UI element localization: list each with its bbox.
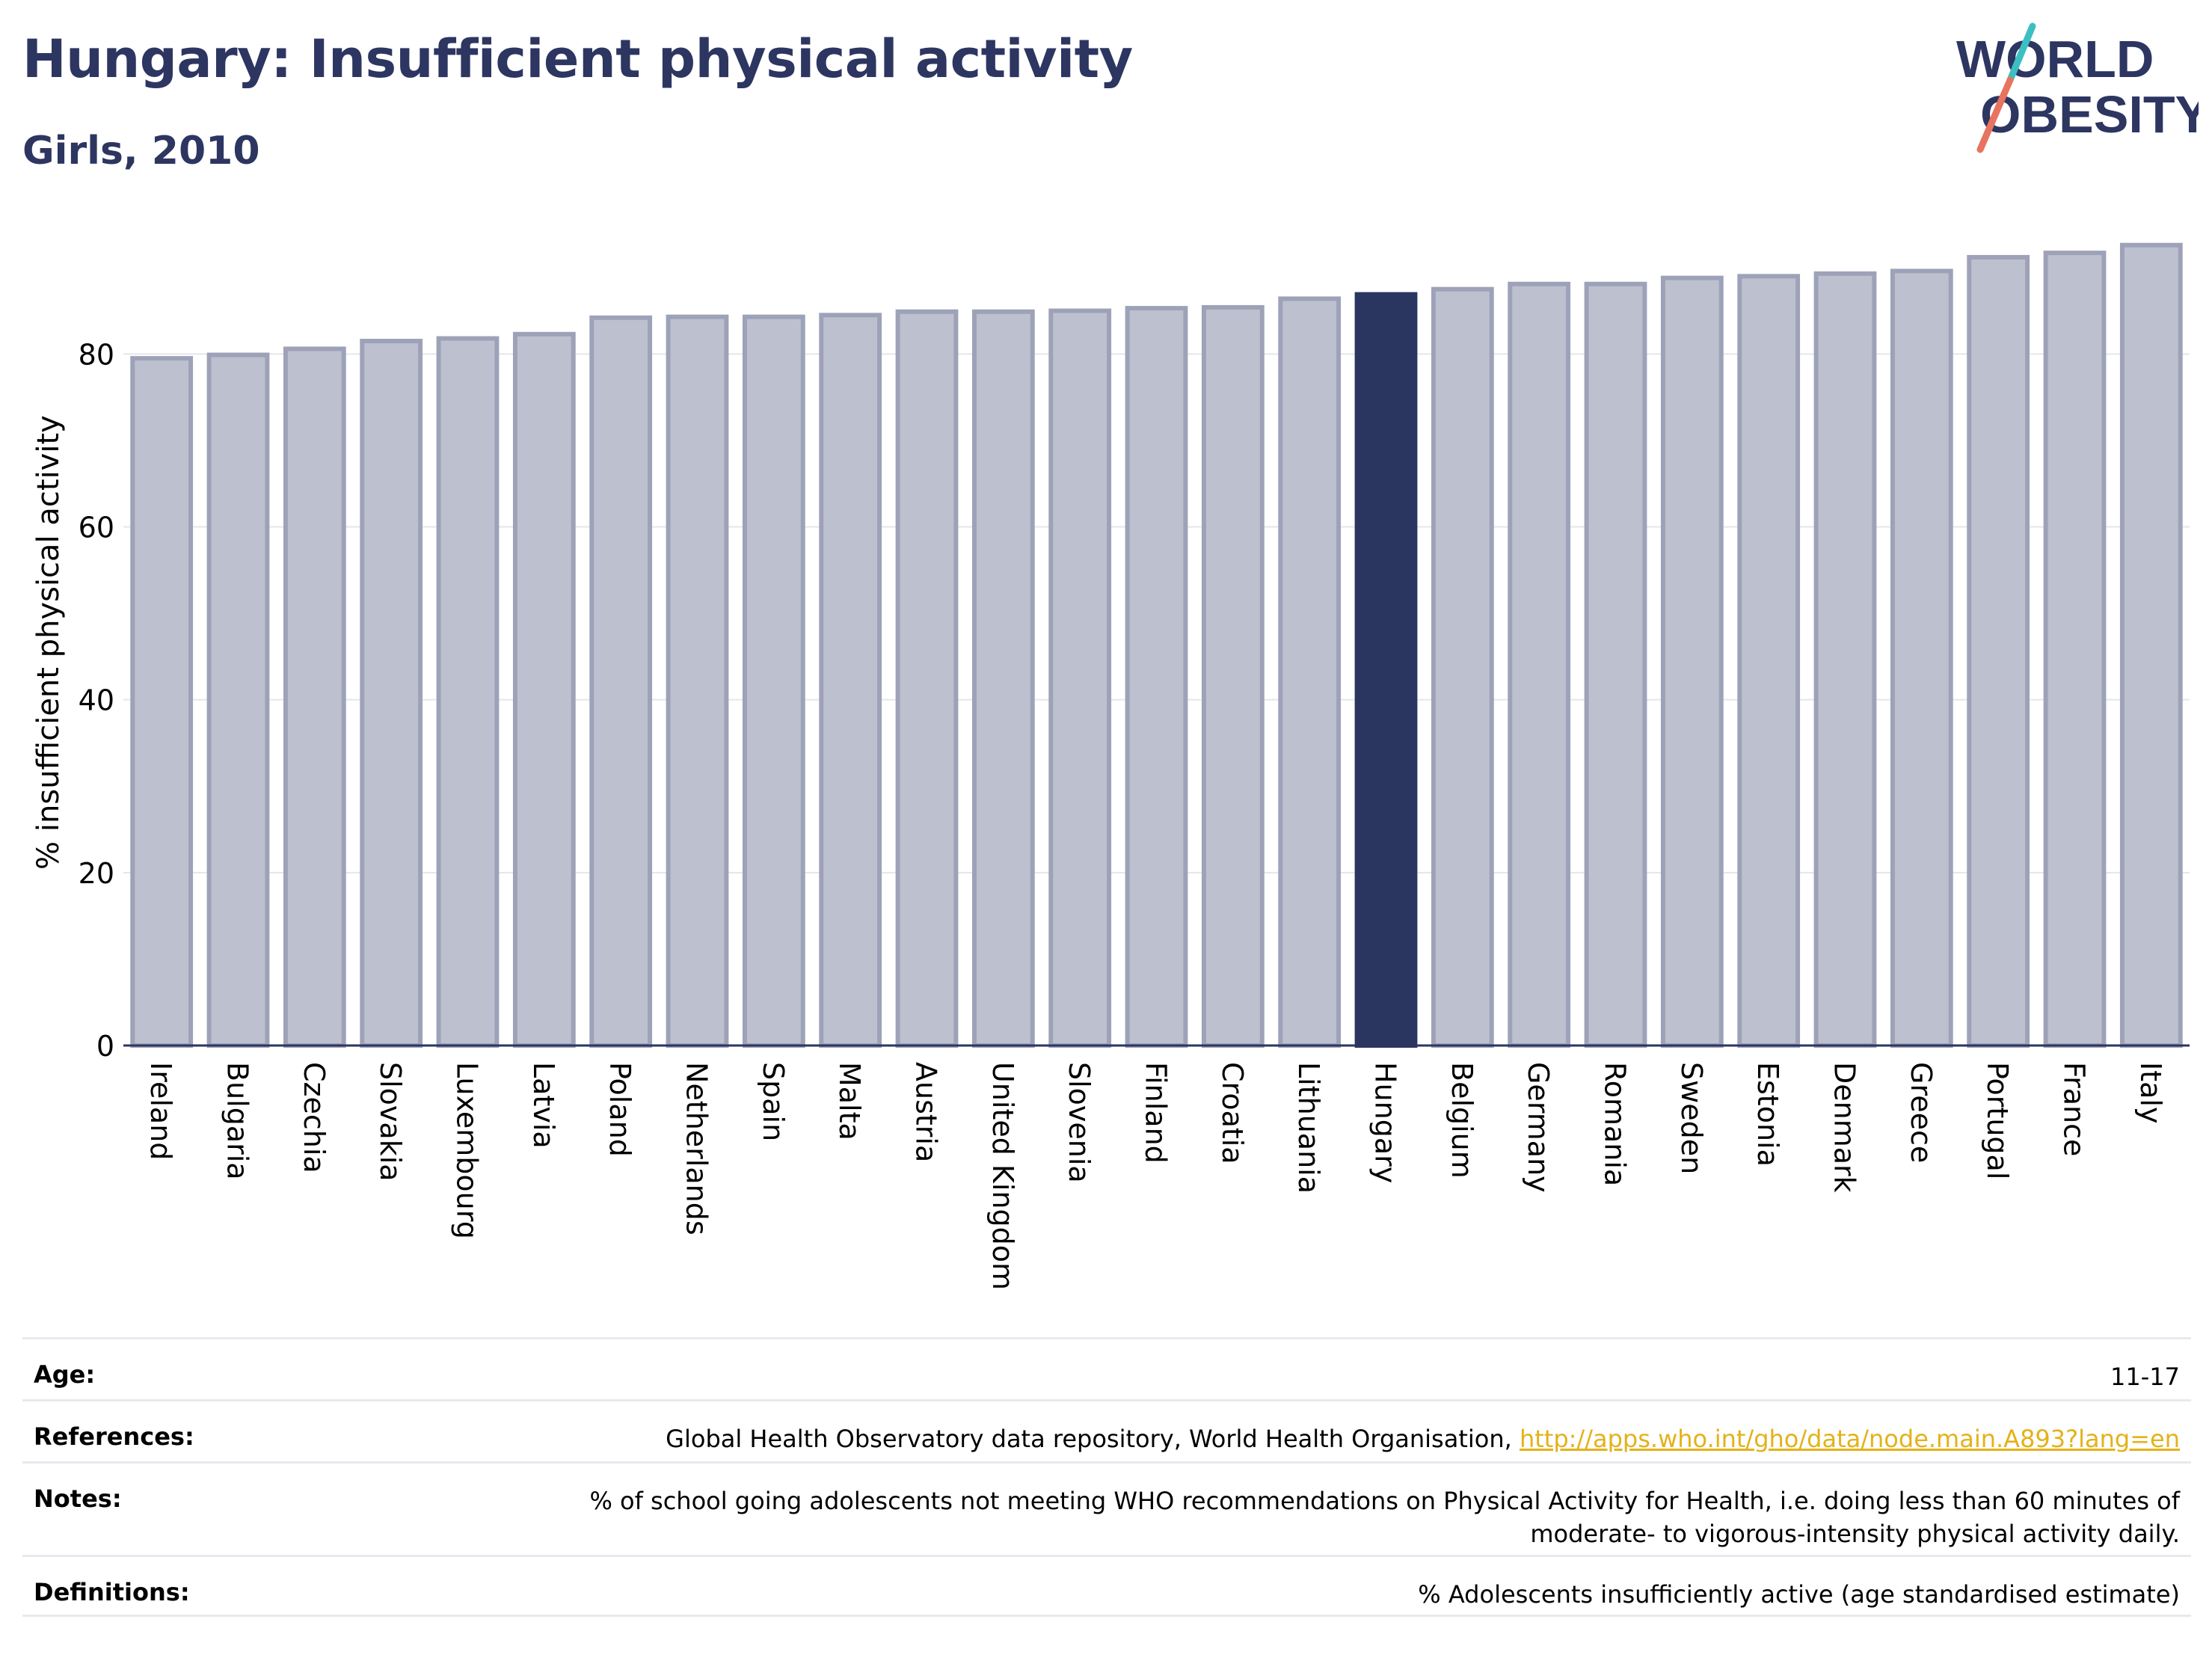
y-tick-label: 20 bbox=[79, 857, 114, 890]
notes-line1: % of school going adolescents not meetin… bbox=[589, 1487, 2180, 1515]
y-tick-label: 80 bbox=[79, 338, 114, 371]
bar-italy bbox=[2119, 242, 2183, 1048]
x-tick-label: Greece bbox=[1905, 1062, 1938, 1163]
bar-france bbox=[2043, 251, 2107, 1048]
x-tick-label: Ireland bbox=[144, 1062, 177, 1160]
logo-line2: OBESITY bbox=[1980, 85, 2199, 144]
bars bbox=[130, 242, 2183, 1048]
definitions-label: Definitions: bbox=[34, 1578, 190, 1606]
bar-greece bbox=[1890, 268, 1953, 1048]
bar-hungary bbox=[1354, 292, 1418, 1048]
x-tick-label: Croatia bbox=[1216, 1062, 1249, 1164]
x-tick-label: Bulgaria bbox=[221, 1062, 254, 1180]
logo-teal-slash bbox=[2006, 22, 2036, 84]
bar-slovenia bbox=[1048, 308, 1112, 1048]
x-tick-label: Finland bbox=[1140, 1062, 1173, 1164]
x-tick-label: Italy bbox=[2134, 1062, 2167, 1123]
meta-row-definitions: Definitions: % Adolescents insufficientl… bbox=[22, 1555, 2191, 1617]
bar-latvia bbox=[512, 331, 576, 1048]
references-value: Global Health Observatory data repositor… bbox=[666, 1422, 2180, 1455]
bar-chart: 0 20 40 60 80 Ireland Bulgaria Czechia Slovakia L… bbox=[31, 242, 2190, 1290]
age-label: Age: bbox=[34, 1360, 96, 1389]
x-tick-label: Austria bbox=[910, 1062, 943, 1162]
x-tick-label: Spain bbox=[757, 1062, 790, 1141]
logo-coral-slash bbox=[1976, 76, 2014, 153]
bar-poland bbox=[589, 315, 653, 1048]
bar-ireland bbox=[130, 356, 194, 1048]
x-tick-label: Lithuania bbox=[1292, 1062, 1325, 1194]
x-tick-label: United Kingdom bbox=[986, 1062, 1019, 1290]
x-tick-label: Portugal bbox=[1981, 1062, 2014, 1179]
bar-romania bbox=[1584, 281, 1647, 1048]
bar-austria bbox=[895, 309, 959, 1048]
bar-estonia bbox=[1737, 274, 1801, 1048]
y-axis-title: % insufficient physical activity bbox=[31, 415, 66, 870]
definitions-value: % Adolescents insufficiently active (age… bbox=[1418, 1580, 2180, 1609]
bar-malta bbox=[819, 313, 882, 1048]
bar-united-kingdom bbox=[971, 309, 1035, 1048]
notes-value: % of school going adolescents not meetin… bbox=[589, 1484, 2180, 1550]
bar-portugal bbox=[1967, 254, 2030, 1048]
x-tick-label: Slovakia bbox=[374, 1062, 407, 1182]
bar-denmark bbox=[1813, 271, 1877, 1048]
bar-germany bbox=[1508, 281, 1571, 1048]
chart-subtitle: Girls, 2010 bbox=[22, 129, 260, 174]
x-tick-label: Slovenia bbox=[1063, 1062, 1096, 1183]
bar-sweden bbox=[1660, 275, 1724, 1048]
bar-belgium bbox=[1431, 286, 1494, 1048]
x-tick-label: Germany bbox=[1522, 1062, 1555, 1193]
meta-row-references: References: Global Health Observatory da… bbox=[22, 1399, 2191, 1461]
bar-slovakia bbox=[360, 339, 423, 1048]
y-tick-label: 40 bbox=[79, 684, 114, 717]
x-tick-label: Malta bbox=[833, 1062, 866, 1140]
age-value: 11-17 bbox=[2110, 1363, 2180, 1391]
bar-bulgaria bbox=[206, 352, 270, 1048]
axes: 0 20 40 60 80 Ireland Bulgaria Czechia Slovakia L… bbox=[79, 338, 2190, 1290]
bar-spain bbox=[742, 314, 805, 1048]
x-tick-label: Hungary bbox=[1369, 1062, 1402, 1183]
x-tick-label: Poland bbox=[603, 1062, 636, 1157]
notes-line2: moderate- to vigorous-intensity physical… bbox=[1530, 1520, 2180, 1548]
x-tick-label: Latvia bbox=[527, 1062, 560, 1149]
references-text: Global Health Observatory data repositor… bbox=[666, 1425, 1520, 1453]
x-tick-label: Estonia bbox=[1751, 1062, 1784, 1167]
notes-label: Notes: bbox=[34, 1484, 122, 1513]
bar-croatia bbox=[1201, 304, 1265, 1048]
references-link[interactable]: http://apps.who.int/gho/data/node.main.A… bbox=[1519, 1425, 2180, 1453]
bar-netherlands bbox=[666, 314, 729, 1048]
x-tick-label: Czechia bbox=[298, 1062, 331, 1173]
world-obesity-logo: WORLD OBESITY bbox=[1956, 22, 2199, 153]
x-tick-label: Netherlands bbox=[681, 1062, 713, 1235]
x-tick-label: France bbox=[2058, 1062, 2091, 1156]
x-tick-label: Romania bbox=[1599, 1062, 1632, 1186]
bar-luxembourg bbox=[436, 336, 500, 1048]
bar-czechia bbox=[283, 346, 346, 1048]
x-tick-label: Sweden bbox=[1675, 1062, 1708, 1174]
meta-row-notes: Notes: % of school going adolescents not… bbox=[22, 1461, 2191, 1555]
x-tick-label: Belgium bbox=[1446, 1062, 1478, 1179]
references-label: References: bbox=[34, 1422, 194, 1451]
chart-title: Hungary: Insufficient physical activity bbox=[22, 28, 1133, 90]
bar-lithuania bbox=[1278, 296, 1342, 1048]
bar-finland bbox=[1125, 306, 1188, 1048]
y-tick-label: 0 bbox=[96, 1030, 114, 1063]
x-tick-label: Denmark bbox=[1828, 1062, 1861, 1193]
y-tick-label: 60 bbox=[79, 512, 114, 544]
meta-row-age: Age: 11-17 bbox=[22, 1337, 2191, 1399]
logo-line1: WORLD bbox=[1956, 30, 2154, 88]
x-tick-label: Luxembourg bbox=[451, 1062, 484, 1239]
metadata-table: Age: 11-17 References: Global Health Obs… bbox=[22, 1337, 2191, 1617]
